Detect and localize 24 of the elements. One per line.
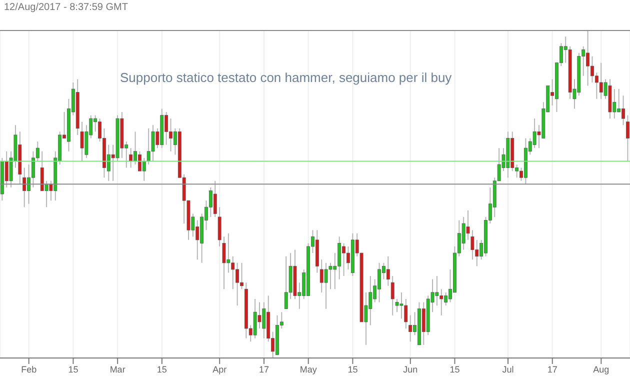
candlestick xyxy=(22,167,26,208)
x-tick-label: 17 xyxy=(258,364,269,374)
candlestick xyxy=(626,114,630,162)
candlestick xyxy=(218,206,222,247)
x-tick-label: Feb xyxy=(21,364,37,374)
x-tick-label: Mar xyxy=(110,364,126,374)
candlestick xyxy=(390,276,394,316)
x-tick-label: May xyxy=(300,364,318,374)
candlestick xyxy=(386,256,390,286)
x-tick-label: Jul xyxy=(502,364,514,374)
annotation: Supporto statico testato con hammer, seguiamo per il buy xyxy=(120,70,452,85)
x-tick-label: 17 xyxy=(547,364,558,374)
x-tick-label: 15 xyxy=(450,364,460,374)
candlestick xyxy=(470,230,474,260)
x-tick-label: Jun xyxy=(403,364,418,374)
x-tick-label: Apr xyxy=(212,364,227,374)
candlestick xyxy=(213,180,217,218)
text: 12/Aug/2017 - 8:37:59 GMT xyxy=(4,2,128,13)
x-tick-label: 15 xyxy=(68,364,78,374)
candlestick xyxy=(408,314,412,342)
x-tick-label: 15 xyxy=(348,364,358,374)
candlestick xyxy=(142,157,146,182)
x-tick-label: Aug xyxy=(593,364,610,374)
x-tick-label: 15 xyxy=(156,364,167,374)
